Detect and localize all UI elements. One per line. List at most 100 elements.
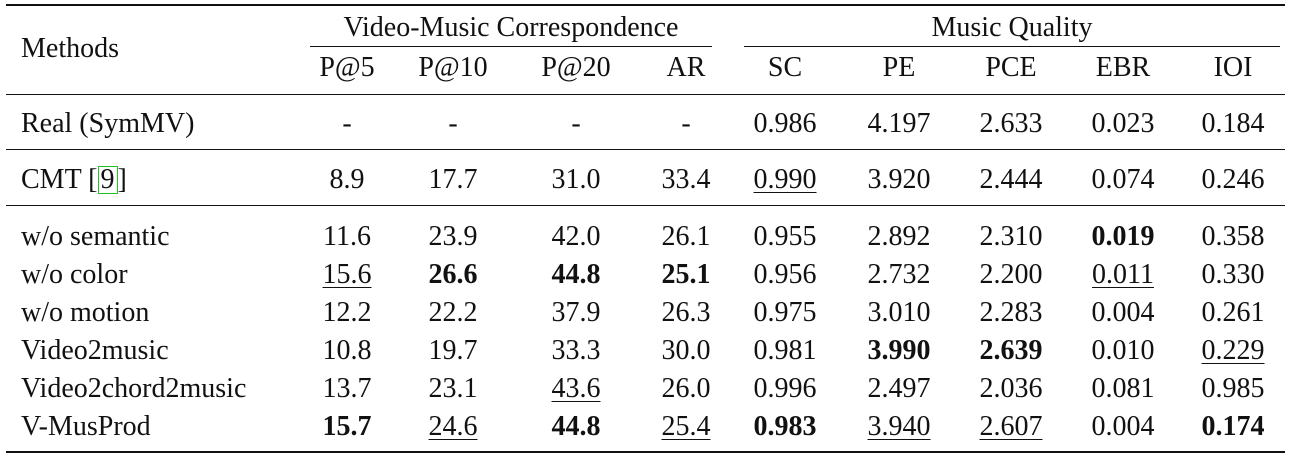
cell-value: 33.3 xyxy=(551,335,601,366)
cell-value: 3.940 xyxy=(867,411,931,442)
cell-value: 22.2 xyxy=(428,297,478,328)
table-row: w/o semantic 11.6 23.9 42.0 26.1 0.955 2.892 2.… xyxy=(6,218,1285,256)
cell-value: 0.261 xyxy=(1201,297,1265,328)
cell-value: 3.010 xyxy=(867,297,931,328)
table-row: Video2chord2music 13.7 23.1 43.6 26.0 0.996 2.… xyxy=(6,370,1285,408)
table-cell: - xyxy=(521,105,631,143)
citation-link[interactable]: 9 xyxy=(97,166,118,194)
cell-value: 43.6 xyxy=(551,373,601,404)
cell-value: 0.358 xyxy=(1201,221,1265,252)
cell-value: 4.197 xyxy=(867,108,931,139)
cell-value: 2.607 xyxy=(979,411,1043,442)
method-label: w/o color xyxy=(21,259,128,290)
cell-value: 2.732 xyxy=(867,259,931,290)
table-cell: 42.0 xyxy=(521,218,631,256)
method-name: Real (SymMV) xyxy=(21,105,194,143)
table-cell: 0.358 xyxy=(1178,218,1288,256)
cell-value: 10.8 xyxy=(322,335,372,366)
method-label: Real (SymMV) xyxy=(21,108,195,139)
cell-value: 33.4 xyxy=(661,164,711,195)
cell-value: 24.6 xyxy=(428,411,478,442)
table-cell: 15.6 xyxy=(292,256,402,294)
table-cell: 44.8 xyxy=(521,256,631,294)
cell-value: 2.444 xyxy=(979,164,1043,195)
header-rule xyxy=(6,94,1285,95)
cell-value: 2.200 xyxy=(979,259,1043,290)
table-cell: 0.985 xyxy=(1178,370,1288,408)
cell-value: 0.004 xyxy=(1091,297,1155,328)
table-cell: 2.892 xyxy=(844,218,954,256)
table-cell: 2.633 xyxy=(956,105,1066,143)
cell-value: 0.023 xyxy=(1091,108,1155,139)
top-rule xyxy=(6,4,1285,6)
table-row: w/o color 15.6 26.6 44.8 25.1 0.956 2.732 2.200… xyxy=(6,256,1285,294)
table-cell: 2.283 xyxy=(956,294,1066,332)
cell-value: 0.229 xyxy=(1201,335,1265,366)
table-cell: 26.0 xyxy=(631,370,741,408)
cell-value: 3.990 xyxy=(867,335,931,366)
cell-value: 0.184 xyxy=(1201,108,1265,139)
table-cell: 0.975 xyxy=(730,294,840,332)
method-name: Video2music xyxy=(21,332,169,370)
cell-value: 25.4 xyxy=(661,411,711,442)
table-row: CMT [9] 8.9 17.7 31.0 33.4 0.990 3.920 2.444 0.0… xyxy=(6,161,1285,199)
table-cell: 0.010 xyxy=(1068,332,1178,370)
cell-value: 0.990 xyxy=(753,164,817,195)
table-cell: 2.444 xyxy=(956,161,1066,199)
table-cell: 0.081 xyxy=(1068,370,1178,408)
method-label: w/o motion xyxy=(21,297,150,328)
cell-value: 0.975 xyxy=(753,297,817,328)
table-cell: 19.7 xyxy=(398,332,508,370)
cell-value: 12.2 xyxy=(322,297,372,328)
table-cell: 44.8 xyxy=(521,408,631,446)
cell-value: 2.310 xyxy=(979,221,1043,252)
cell-value: 0.981 xyxy=(753,335,817,366)
column-header-p5: P@5 xyxy=(319,52,375,83)
bottom-rule xyxy=(6,451,1285,453)
table-cell: 8.9 xyxy=(292,161,402,199)
cell-value: 23.1 xyxy=(428,373,478,404)
table-cell: 10.8 xyxy=(292,332,402,370)
table-cell: 3.940 xyxy=(844,408,954,446)
cell-value: 2.633 xyxy=(979,108,1043,139)
table-cell: 0.174 xyxy=(1178,408,1288,446)
cell-value: 44.8 xyxy=(551,259,601,290)
method-label: w/o semantic xyxy=(21,221,170,252)
column-header-pe: PE xyxy=(882,52,916,83)
cell-value: 2.497 xyxy=(867,373,931,404)
cell-value: 0.996 xyxy=(753,373,817,404)
cell-value: 0.174 xyxy=(1201,411,1265,442)
column-header-p20: P@20 xyxy=(541,52,611,83)
table-cell: 2.639 xyxy=(956,332,1066,370)
cell-value: 0.330 xyxy=(1201,259,1265,290)
table-cell: 0.246 xyxy=(1178,161,1288,199)
table-cell: 13.7 xyxy=(292,370,402,408)
cell-value: 0.019 xyxy=(1091,221,1155,252)
cell-value: 0.246 xyxy=(1201,164,1265,195)
table-cell: 0.956 xyxy=(730,256,840,294)
cell-value: 42.0 xyxy=(551,221,601,252)
cell-value: 15.7 xyxy=(322,411,372,442)
column-header-ioi: IOI xyxy=(1213,52,1253,83)
table-cell: 30.0 xyxy=(631,332,741,370)
cell-value: 3.920 xyxy=(867,164,931,195)
table-cell: 0.330 xyxy=(1178,256,1288,294)
table-cell: 12.2 xyxy=(292,294,402,332)
column-header-pce: PCE xyxy=(985,52,1037,83)
cell-value: 0.985 xyxy=(1201,373,1265,404)
table-cell: 15.7 xyxy=(292,408,402,446)
table-cell: - xyxy=(292,105,402,143)
cell-value: 26.6 xyxy=(428,259,478,290)
cell-value: 2.283 xyxy=(979,297,1043,328)
table-cell: 26.3 xyxy=(631,294,741,332)
table-row: w/o motion 12.2 22.2 37.9 26.3 0.975 3.010 2.28… xyxy=(6,294,1285,332)
group-underline-correspondence xyxy=(310,46,712,47)
cell-value: 26.1 xyxy=(661,221,711,252)
table-cell: 17.7 xyxy=(398,161,508,199)
table-cell: 0.981 xyxy=(730,332,840,370)
table-cell: 0.004 xyxy=(1068,408,1178,446)
method-name: V-MusProd xyxy=(21,408,151,446)
cell-value: - xyxy=(571,108,581,139)
methods-header: Methods xyxy=(21,33,119,64)
table-cell: 26.6 xyxy=(398,256,508,294)
